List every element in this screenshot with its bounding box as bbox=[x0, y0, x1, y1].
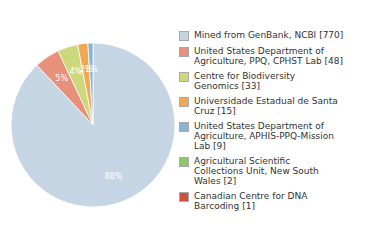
svg-text:4%: 4% bbox=[69, 67, 83, 77]
html-text:United States Department of Ag: United States Department of Agriculture,… bbox=[194, 120, 334, 151]
svg-text:5%: 5% bbox=[55, 74, 68, 83]
svg-text:88%: 88% bbox=[105, 172, 123, 181]
html-text:Agricultural Scientific Collec: Agricultural Scientific Collections Unit… bbox=[194, 155, 319, 186]
html-text:Canadian Centre for DNA Barcod: Canadian Centre for DNA Barcoding [1] bbox=[194, 190, 308, 211]
html-text:Universidade Estadual de Santa: Universidade Estadual de Santa Cruz [15] bbox=[194, 95, 338, 116]
html-text:Centre for Biodiversity Genomi: Centre for Biodiversity Genomics [33] bbox=[194, 70, 296, 91]
svg-text:1%: 1% bbox=[85, 65, 98, 74]
html-text:United States Department of Ag: United States Department of Agriculture,… bbox=[194, 45, 343, 66]
html-text:Mined from GenBank, NCBI [770]: Mined from GenBank, NCBI [770] bbox=[194, 29, 344, 40]
